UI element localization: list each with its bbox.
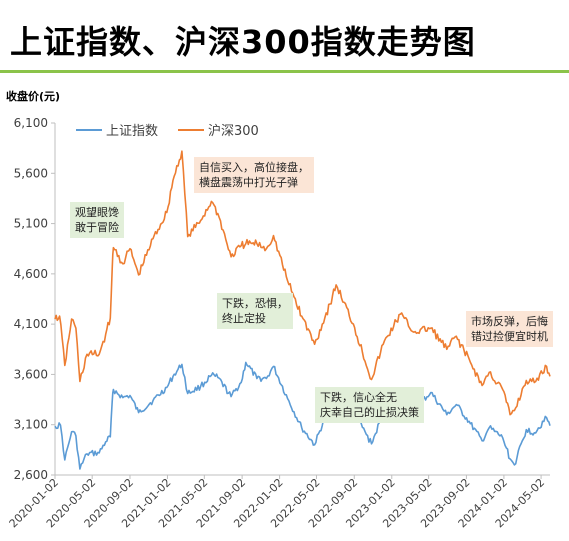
annotation-text: 下跌，恐惧， (222, 297, 288, 310)
y-tick-label: 2,600 (14, 468, 48, 482)
y-tick-label: 6,100 (14, 116, 48, 130)
legend-label: 沪深300 (208, 123, 259, 139)
annotation-box: 下跌，信心全无庆幸自己的止损决策 (315, 387, 424, 423)
annotation-text: 错过捡便宜时机 (471, 330, 548, 343)
legend-label: 上证指数 (106, 124, 158, 139)
y-tick-label: 4,600 (14, 267, 48, 281)
annotation-text: 市场反弹，后悔 (471, 315, 548, 328)
y-tick-label: 5,100 (14, 217, 48, 231)
annotation-box: 下跌，恐惧， 终止定投 (217, 293, 293, 329)
annotation-text: 自信买入，高位接盘， (199, 161, 309, 174)
series-line-2 (54, 150, 551, 416)
series-line-1 (54, 361, 551, 470)
annotation-box: 自信买入，高位接盘， 横盘震荡中打光子弹 (194, 157, 314, 193)
y-tick-label: 3,100 (14, 418, 48, 432)
annotation-box: 市场反弹，后悔 错过捡便宜时机 (466, 311, 553, 347)
y-tick-label: 5,600 (14, 166, 48, 180)
annotation-text: 观望眼馋 (75, 206, 119, 219)
y-axis-title: 收盘价(元) (6, 89, 60, 103)
title-divider (0, 70, 569, 73)
page-title: 上证指数、沪深300指数走势图 (10, 23, 476, 61)
y-tick-label: 3,600 (14, 367, 48, 381)
annotation-text: 庆幸自己的止损决策 (320, 406, 419, 419)
annotation-text: 下跌，信心全无 (320, 391, 397, 404)
annotation-text: 终止定投 (222, 312, 266, 325)
y-tick-label: 4,100 (14, 317, 48, 331)
annotation-text: 敢于冒险 (75, 221, 119, 234)
annotation-box: 观望眼馋 敢于冒险 (70, 202, 124, 238)
annotation-text: 横盘震荡中打光子弹 (199, 176, 298, 189)
